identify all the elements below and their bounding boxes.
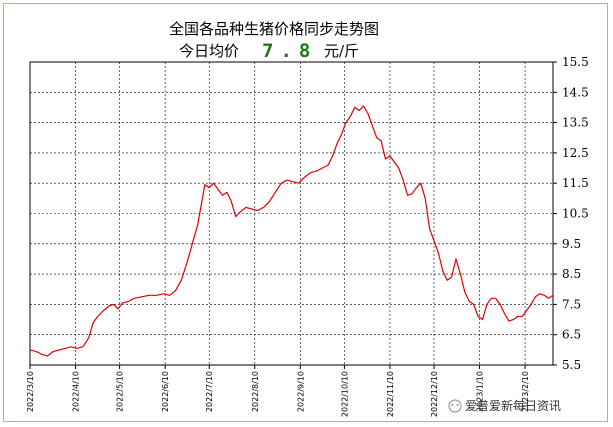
x-tick-label: 2023/2/10	[521, 371, 530, 412]
x-axis: 2022/3/10 2022/4/10 2022/5/10 2022/6/10 2022…	[26, 365, 530, 417]
x-tick-label: 2023/1/10	[476, 371, 485, 412]
y-tick-label: 10.5	[562, 207, 589, 221]
x-tick-label: 2022/4/10	[72, 371, 81, 412]
y-tick-label: 14.5	[562, 85, 589, 99]
y-tick-label: 13.5	[562, 116, 589, 130]
chart-title: 全国各品种生猪价格同步走势图	[169, 20, 379, 38]
price-chart: 全国各品种生猪价格同步走势图 今日均价 7.8 元/斤 15.5 14.5 13.5…	[26, 20, 589, 417]
y-tick-label: 11.5	[562, 176, 589, 190]
today-price-value: 7.8	[262, 40, 317, 62]
x-tick-label: 2022/3/10	[26, 371, 35, 412]
x-tick-label: 2022/8/10	[251, 371, 260, 412]
price-series-line	[29, 105, 554, 357]
today-price-unit: 元/斤	[324, 42, 359, 60]
chart-frame: 全国各品种生猪价格同步走势图 今日均价 7.8 元/斤 15.5 14.5 13.5…	[3, 3, 608, 422]
y-tick-label: 12.5	[562, 146, 589, 160]
y-tick-label: 15.5	[562, 55, 589, 69]
y-tick-label: 7.5	[562, 297, 581, 311]
grid-lines	[29, 61, 553, 366]
x-tick-label: 2022/6/10	[161, 371, 170, 412]
today-price-label: 今日均价	[179, 42, 239, 60]
watermark: 爱普爱新每日资讯	[448, 398, 561, 413]
x-tick-label: 2022/11/10	[386, 371, 395, 417]
x-tick-label: 2022/10/10	[340, 371, 349, 417]
y-tick-label: 9.5	[562, 237, 581, 251]
x-tick-label: 2022/9/10	[296, 371, 305, 412]
x-tick-label: 2022/7/10	[205, 371, 214, 412]
watermark-text: 爱普爱新每日资讯	[465, 398, 561, 413]
y-tick-label: 8.5	[562, 267, 581, 281]
x-tick-label: 2022/12/10	[430, 371, 439, 417]
y-tick-label: 5.5	[562, 358, 581, 372]
x-tick-label: 2022/5/10	[116, 371, 125, 412]
y-axis: 15.5 14.5 13.5 12.5 11.5 10.5 9.5 8.5 7.5 6.5 5.5	[553, 55, 589, 372]
y-tick-label: 6.5	[562, 328, 581, 342]
